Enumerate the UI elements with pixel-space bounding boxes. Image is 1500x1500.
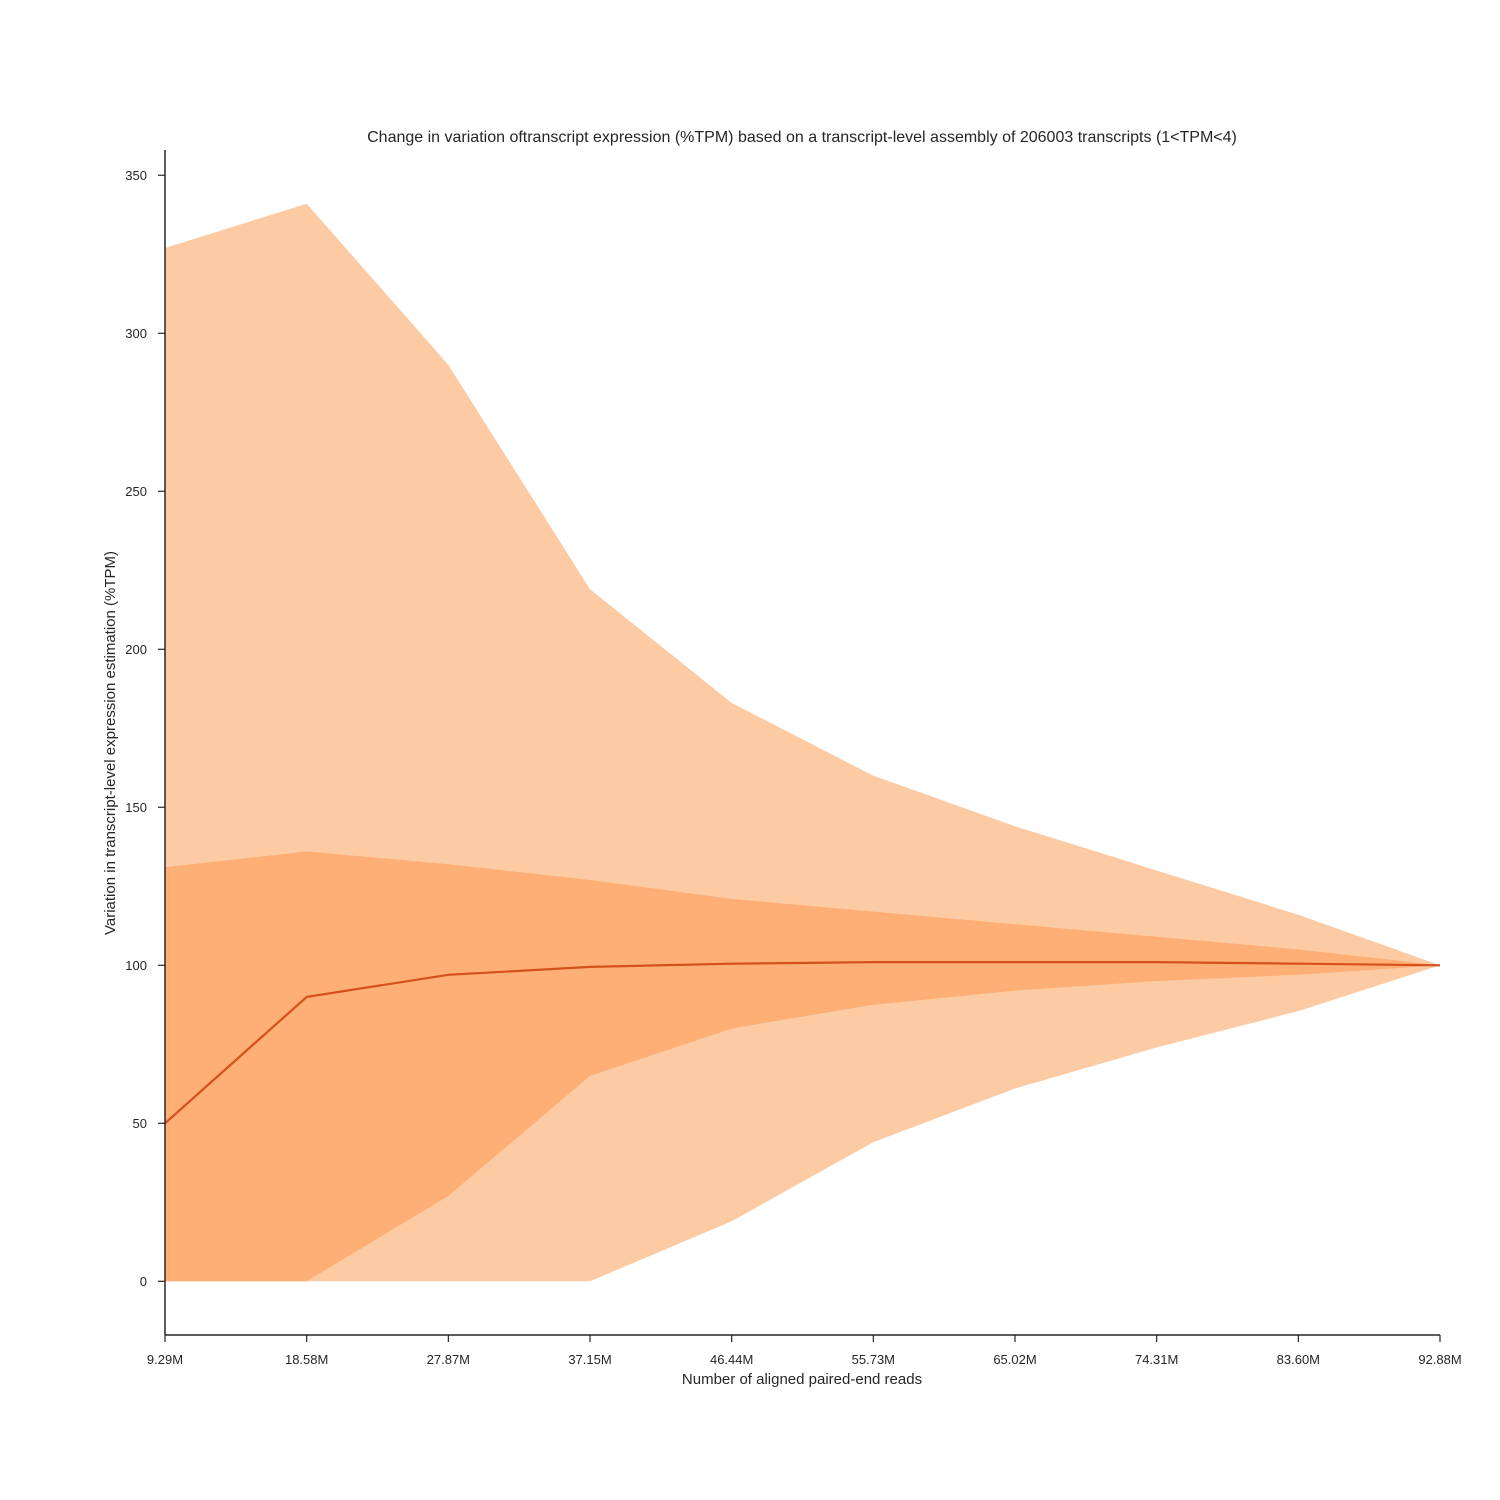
y-axis-title: Variation in transcript-level expression… [102, 551, 119, 935]
y-tick-label: 300 [125, 326, 147, 341]
bands-layer [165, 203, 1440, 1282]
y-tick-label: 250 [125, 484, 147, 499]
y-tick-label: 0 [140, 1274, 147, 1289]
line-layer [164, 960, 1441, 1125]
y-tick-label: 150 [125, 800, 147, 815]
x-tick-label: 74.31M [1135, 1352, 1178, 1367]
y-tick-label: 200 [125, 642, 147, 657]
x-tick-label: 18.58M [285, 1352, 328, 1367]
y-tick-label: 50 [133, 1116, 147, 1131]
x-tick-label: 83.60M [1277, 1352, 1320, 1367]
y-tick-label: 350 [125, 168, 147, 183]
x-ticks: 9.29M 18.58M 27.87M 37.15M 46.44M 55.73M 65.02… [147, 1335, 1462, 1367]
x-tick-label: 92.88M [1418, 1352, 1461, 1367]
x-tick-label: 55.73M [852, 1352, 895, 1367]
median-line [164, 960, 1441, 1125]
x-axis-title: Number of aligned paired-end reads [682, 1371, 922, 1388]
y-ticks: 0 50 100 150 200 250 300 350 [125, 168, 165, 1289]
x-tick-label: 27.87M [427, 1352, 470, 1367]
axes-layer [164, 150, 1440, 1336]
x-tick-label: 46.44M [710, 1352, 753, 1367]
chart-title: Change in variation oftranscript express… [367, 129, 1237, 146]
inner-range-band [165, 851, 1440, 1282]
x-tick-label: 37.15M [568, 1352, 611, 1367]
x-tick-label: 65.02M [993, 1352, 1036, 1367]
y-tick-label: 100 [125, 958, 147, 973]
x-tick-label: 9.29M [147, 1352, 183, 1367]
